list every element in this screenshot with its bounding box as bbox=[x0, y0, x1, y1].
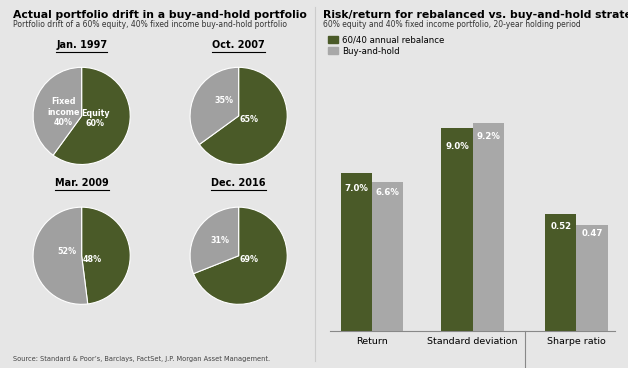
Wedge shape bbox=[199, 67, 287, 164]
Wedge shape bbox=[53, 67, 130, 164]
Bar bbox=[372, 182, 403, 331]
Text: 60% equity and 40% fixed income portfolio, 20-year holding period: 60% equity and 40% fixed income portfoli… bbox=[323, 20, 581, 29]
Text: Equity
60%: Equity 60% bbox=[81, 109, 109, 128]
Bar bbox=[472, 123, 504, 331]
Text: 65%: 65% bbox=[240, 115, 259, 124]
Text: 6.6%: 6.6% bbox=[376, 188, 399, 197]
Text: 48%: 48% bbox=[83, 255, 102, 264]
Wedge shape bbox=[33, 207, 88, 304]
Bar bbox=[341, 173, 372, 331]
Wedge shape bbox=[33, 67, 82, 155]
Text: Source: Standard & Poor’s, Barclays, FactSet, J.P. Morgan Asset Management.: Source: Standard & Poor’s, Barclays, Fac… bbox=[13, 357, 269, 362]
Text: 69%: 69% bbox=[240, 255, 259, 264]
Text: Risk/return for rebalanced vs. buy-and-hold strategy*: Risk/return for rebalanced vs. buy-and-h… bbox=[323, 10, 628, 20]
Text: 52%: 52% bbox=[58, 247, 77, 256]
Text: 31%: 31% bbox=[210, 236, 230, 245]
Bar bbox=[577, 225, 608, 331]
Bar bbox=[441, 128, 472, 331]
Text: Fixed
income
40%: Fixed income 40% bbox=[47, 97, 79, 127]
Wedge shape bbox=[190, 207, 239, 274]
Text: Actual portfolio drift in a buy-and-hold portfolio: Actual portfolio drift in a buy-and-hold… bbox=[13, 10, 306, 20]
Text: 7.0%: 7.0% bbox=[344, 184, 368, 193]
Text: 9.2%: 9.2% bbox=[476, 131, 500, 141]
Text: Jan. 1997: Jan. 1997 bbox=[56, 40, 107, 50]
Text: Dec. 2016: Dec. 2016 bbox=[212, 178, 266, 188]
Wedge shape bbox=[82, 207, 130, 304]
Wedge shape bbox=[193, 207, 287, 304]
Text: 0.47: 0.47 bbox=[582, 229, 603, 238]
Text: Oct. 2007: Oct. 2007 bbox=[212, 40, 265, 50]
Text: 35%: 35% bbox=[215, 96, 234, 105]
Text: 9.0%: 9.0% bbox=[445, 142, 469, 151]
Legend: 60/40 annual rebalance, Buy-and-hold: 60/40 annual rebalance, Buy-and-hold bbox=[328, 36, 445, 56]
Bar bbox=[545, 214, 577, 331]
Text: Portfolio drift of a 60% equity, 40% fixed income buy-and-hold portfolio: Portfolio drift of a 60% equity, 40% fix… bbox=[13, 20, 286, 29]
Text: Mar. 2009: Mar. 2009 bbox=[55, 178, 109, 188]
Text: 0.52: 0.52 bbox=[550, 222, 571, 231]
Wedge shape bbox=[190, 67, 239, 145]
